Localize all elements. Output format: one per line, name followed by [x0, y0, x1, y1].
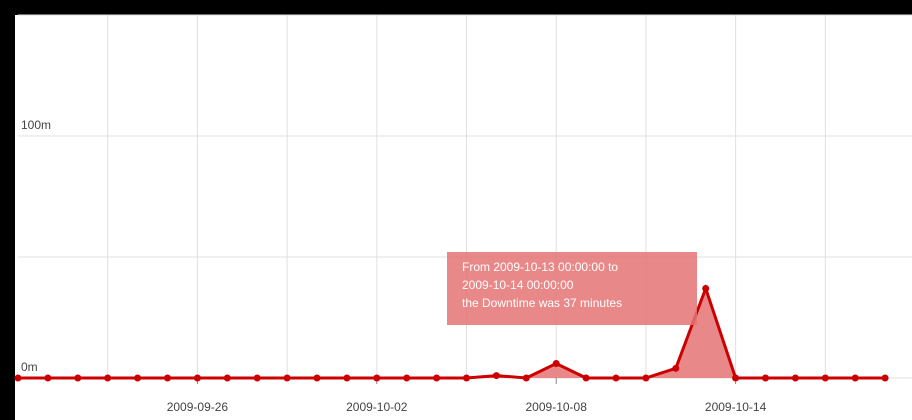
point: [612, 374, 620, 382]
tooltip-text: the Downtime was 37 minutes: [462, 296, 622, 310]
x-tick-label: 2009-10-14: [705, 400, 767, 414]
point: [253, 374, 261, 382]
point: [492, 372, 500, 380]
point: [672, 364, 680, 372]
x-tick-label: 2009-10-02: [346, 400, 408, 414]
point: [313, 374, 321, 382]
point: [433, 374, 441, 382]
point: [582, 374, 590, 382]
frame-top: [0, 0, 912, 15]
marks: [14, 283, 889, 382]
point: [851, 374, 859, 382]
point: [283, 374, 291, 382]
point: [881, 374, 889, 382]
point: [403, 374, 411, 382]
point: [343, 374, 351, 382]
point: [791, 374, 799, 382]
point: [193, 374, 201, 382]
point: [702, 284, 710, 292]
tooltip: From 2009-10-13 00:00:00 to 2009-10-14 00…: [447, 252, 697, 325]
y-tick-label: 0m: [21, 360, 38, 374]
point: [552, 359, 560, 367]
area: [18, 288, 886, 378]
line: [18, 283, 886, 380]
point: [14, 374, 22, 382]
y-tick-label: 100m: [21, 118, 51, 132]
x-tick-label: 2009-09-26: [167, 400, 229, 414]
point: [44, 374, 52, 382]
point: [642, 374, 650, 382]
tooltip-text: 2009-10-14 00:00:00: [462, 278, 574, 292]
point: [821, 374, 829, 382]
point: [74, 374, 82, 382]
point: [104, 374, 112, 382]
point: [223, 374, 231, 382]
point: [522, 374, 530, 382]
grid: 0m 100m 2009-09-26 2009-10-02 2009-10-08 2009…: [18, 14, 912, 414]
point: [732, 374, 740, 382]
point: [463, 374, 470, 382]
tooltip-text: From 2009-10-13 00:00:00 to: [462, 260, 618, 274]
point: [762, 374, 769, 382]
x-tick-label: 2009-10-08: [526, 400, 588, 414]
frame-left: [0, 0, 15, 420]
point: [134, 374, 142, 382]
point: [373, 374, 381, 382]
tooltip-box: [447, 252, 697, 325]
point: [164, 374, 171, 382]
